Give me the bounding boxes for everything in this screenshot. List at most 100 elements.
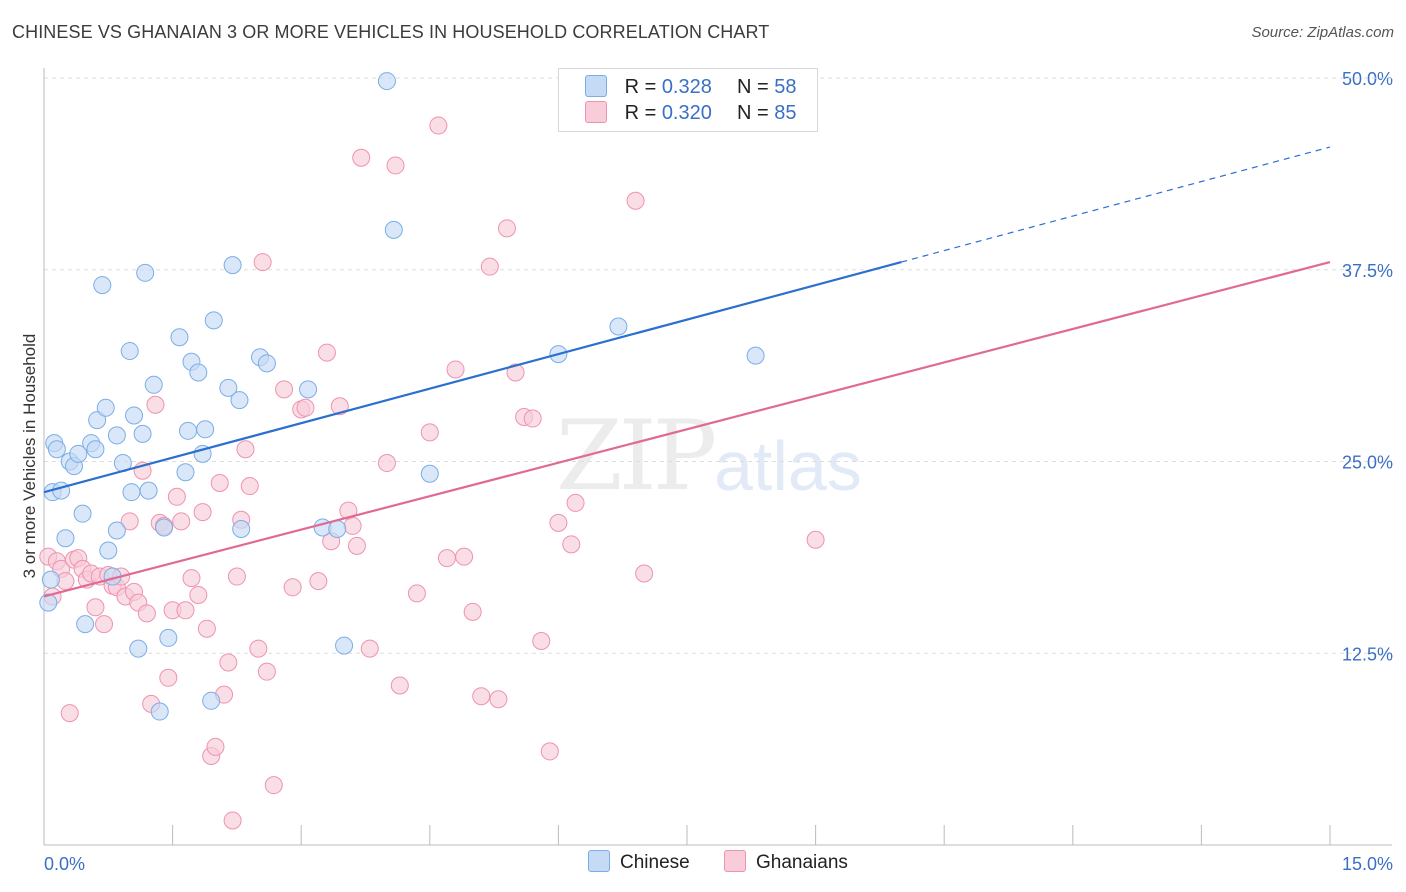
chinese-point [122, 483, 141, 502]
chinese-legend-icon [588, 850, 610, 872]
chinese-point [88, 411, 107, 430]
chinese-point [99, 541, 118, 560]
chinese-point [179, 421, 198, 440]
ghanaian-point [264, 776, 283, 795]
legend-chinese-n-label: N = [737, 76, 769, 98]
ghanaian-point [253, 253, 272, 272]
ghanaian-point [309, 572, 328, 591]
legend-chinese-n-value: 58 [774, 76, 797, 98]
bottom-legend-ghanaians-label: Ghanaians [756, 852, 848, 874]
ghanaian-point [210, 473, 229, 492]
legend-ghanaian-n-value: 85 [774, 102, 797, 124]
legend-row-ghanaian: R = 0.320 N = 85 [585, 100, 797, 126]
ghanaian-point [172, 512, 191, 531]
chinese-point [176, 463, 195, 482]
ghanaian-point [86, 598, 105, 617]
chinese-point [107, 426, 126, 445]
ghanaian-point [296, 398, 315, 417]
ghanaian-point [480, 257, 499, 276]
ghanaian-point [472, 687, 491, 706]
chinese-point [299, 380, 318, 399]
ghanaian-point [549, 513, 568, 532]
ghanaian-point [249, 639, 268, 658]
ghanaian-point [407, 584, 426, 603]
ghanaian-point [360, 639, 379, 658]
ghanaian-point [176, 601, 195, 620]
ghanaian-point [635, 564, 654, 583]
chinese-point [202, 691, 221, 710]
ghanaian-point [390, 676, 409, 695]
chinese-trend-line [43, 261, 902, 494]
ghanaian-point [236, 440, 255, 459]
chinese-point [69, 444, 88, 463]
chinese-trend-extension [901, 146, 1331, 263]
chinese-point [155, 518, 174, 537]
chinese-point [204, 311, 223, 330]
ghanaian-point [227, 567, 246, 586]
chinese-point [328, 519, 347, 538]
chinese-point [144, 375, 163, 394]
ghanaian-point [343, 516, 362, 535]
ghanaian-point [626, 191, 645, 210]
chinese-point [257, 354, 276, 373]
ghanaian-point [523, 409, 542, 428]
source-label: Source: ZipAtlas.com [1251, 24, 1394, 41]
ghanaian-point [455, 547, 474, 566]
ghanaian-point [429, 116, 448, 135]
chinese-point [223, 256, 242, 275]
chinese-point [150, 702, 169, 721]
ghanaian-point [377, 454, 396, 473]
chinese-point [420, 464, 439, 483]
chinese-point [139, 481, 158, 500]
chinese-point [196, 420, 215, 439]
ghanaian-point [159, 668, 178, 687]
chinese-point [335, 636, 354, 655]
legend-ghanaian-n-label: N = [737, 102, 769, 124]
chinese-point [133, 424, 152, 443]
ghanaian-point [463, 602, 482, 621]
ghanaian-point [197, 619, 216, 638]
chinese-point [52, 481, 71, 500]
correlation-legend: R = 0.328 N = 58 R = 0.320 N = 85 [558, 68, 818, 132]
chinese-point [129, 639, 148, 658]
ghanaian-point [317, 343, 336, 362]
ghanaian-trend-line [43, 261, 1331, 598]
y-tick-label: 50.0% [1342, 69, 1393, 89]
watermark-atlas: atlas [714, 427, 862, 505]
chinese-point [609, 317, 628, 336]
ghanaian-swatch-icon [585, 100, 607, 123]
ghanaian-point [437, 549, 456, 568]
ghanaian-point [146, 395, 165, 414]
legend-chinese-r-value: 0.328 [661, 76, 712, 98]
chinese-point [170, 328, 189, 347]
chinese-point [120, 342, 139, 361]
chinese-point [39, 593, 58, 612]
x-tick-label-min: 0.0% [44, 854, 85, 874]
ghanaian-point [540, 742, 559, 761]
ghanaian-point [347, 536, 366, 555]
ghanaian-point [120, 512, 139, 531]
ghanaian-point [352, 148, 371, 167]
ghanaian-point [497, 219, 516, 238]
ghanaian-point [193, 503, 212, 522]
chinese-point [159, 628, 178, 647]
chinese-point [377, 72, 396, 91]
bottom-legend-ghanaians: Ghanaians [724, 850, 848, 874]
chart-title: CHINESE VS GHANAIAN 3 OR MORE VEHICLES I… [12, 22, 770, 42]
chinese-point [384, 220, 403, 239]
chinese-swatch-icon [585, 74, 607, 97]
ghanaian-point [182, 569, 201, 588]
ghanaian-point [283, 578, 302, 597]
chinese-point [76, 615, 95, 634]
ghanaian-point [137, 604, 156, 623]
legend-chinese-r-label: R = [624, 76, 657, 98]
ghanaian-point [532, 631, 551, 650]
chinese-point [107, 521, 126, 540]
y-tick-label: 12.5% [1342, 644, 1393, 664]
chinese-point [232, 519, 251, 538]
chinese-point [219, 378, 238, 397]
ghanaian-point [386, 156, 405, 175]
ghanaian-point [257, 662, 276, 681]
legend-ghanaian-r-label: R = [624, 102, 657, 124]
